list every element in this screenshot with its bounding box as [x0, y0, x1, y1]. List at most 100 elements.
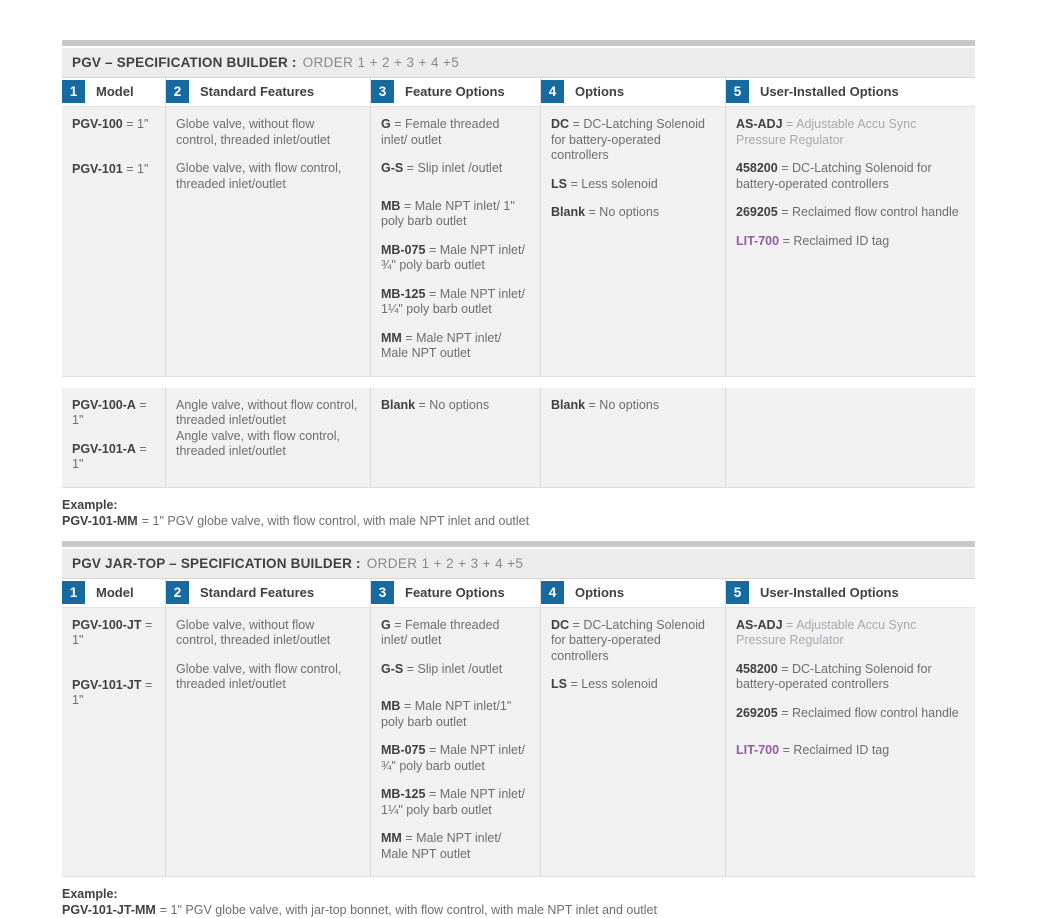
spec-entry: PGV-101-JT = 1": [72, 678, 153, 709]
table-cell: Blank = No options: [370, 388, 540, 487]
column-header-user-installed-options: 5 User-Installed Options: [725, 78, 975, 106]
spec-description: Angle valve, with flow control, threaded…: [176, 429, 340, 459]
example-line: PGV-101-MM= 1" PGV globe valve, with flo…: [62, 513, 975, 529]
spec-code: LS: [551, 677, 567, 691]
table-row-group: PGV-100-A = 1"PGV-101-A = 1" Angle valve,…: [62, 388, 975, 488]
spec-code: MB-075: [381, 243, 425, 257]
spec-entry: G-S = Slip inlet /outlet: [381, 662, 528, 678]
spec-code: Blank: [551, 205, 585, 219]
spec-entry: MB-075 = Male NPT inlet/ ¾" poly barb ou…: [381, 743, 528, 774]
spec-code: MM: [381, 331, 402, 345]
spec-entry: LIT-700 = Reclaimed ID tag: [736, 234, 963, 250]
spec-entry: Blank = No options: [551, 398, 713, 414]
table-cell: Globe valve, without flow control, threa…: [165, 608, 370, 877]
spec-description: = 1": [126, 117, 148, 131]
column-number-badge: 4: [541, 581, 564, 604]
table-cell: Angle valve, without flow control, threa…: [165, 388, 370, 487]
column-header-options: 4 Options: [540, 579, 725, 607]
spec-code: PGV-101-A: [72, 442, 136, 456]
spec-description: = Slip inlet /outlet: [407, 161, 503, 175]
spec-entry: MB = Male NPT inlet/ 1" poly barb outlet: [381, 199, 528, 230]
spec-entry: 458200 = DC-Latching Solenoid for batter…: [736, 161, 963, 192]
spec-code: Blank: [381, 398, 415, 412]
spec-description: = Reclaimed flow control handle: [781, 205, 959, 219]
column-number-badge: 1: [62, 581, 85, 604]
spec-code: PGV-100-A: [72, 398, 136, 412]
column-number-badge: 4: [541, 80, 564, 103]
spec-entry: Angle valve, with flow control, threaded…: [176, 429, 358, 460]
column-header-label: Options: [575, 84, 624, 99]
spec-description: = Female threaded inlet/ outlet: [381, 117, 500, 147]
spec-description: = No options: [589, 398, 660, 412]
spec-entry: PGV-100-JT = 1": [72, 618, 153, 649]
spec-code: MB-075: [381, 743, 425, 757]
spec-code: Blank: [551, 398, 585, 412]
spec-entry: Blank = No options: [381, 398, 528, 414]
spec-code: G-S: [381, 161, 403, 175]
table-cell: PGV-100-A = 1"PGV-101-A = 1": [62, 388, 165, 487]
column-number-badge: 3: [371, 80, 394, 103]
spec-entry: MB-125 = Male NPT inlet/ 1¼" poly barb o…: [381, 787, 528, 818]
spec-entry: LS = Less solenoid: [551, 177, 713, 193]
spec-entry: PGV-101-A = 1": [72, 442, 153, 473]
example-description: = 1" PGV globe valve, with jar-top bonne…: [160, 903, 657, 917]
spec-code: MB: [381, 199, 400, 213]
table-row-group: PGV-100 = 1"PGV-101 = 1"Globe valve, wit…: [62, 107, 975, 377]
spec-code: 269205: [736, 205, 778, 219]
table-cell: DC = DC-Latching Solenoid for battery-op…: [540, 608, 725, 877]
spec-entry: G = Female threaded inlet/ outlet: [381, 618, 528, 649]
example-model-code: PGV-101-MM: [62, 514, 138, 528]
table-cell: AS-ADJ = Adjustable Accu Sync Pressure R…: [725, 608, 975, 877]
spec-entry: PGV-101 = 1": [72, 162, 153, 178]
spec-description: = Reclaimed flow control handle: [781, 706, 959, 720]
spec-description: = DC-Latching Solenoid for battery-opera…: [551, 117, 705, 162]
spec-entry: Angle valve, without flow control, threa…: [176, 398, 358, 429]
column-header-label: Options: [575, 585, 624, 600]
spec-code: LIT-700: [736, 234, 779, 248]
section-divider-bar: [62, 541, 975, 547]
spec-code: LS: [551, 177, 567, 191]
spec-description: = Less solenoid: [570, 177, 657, 191]
spec-builders-container: PGV – SPECIFICATION BUILDER :ORDER 1 + 2…: [62, 40, 975, 918]
spec-code: PGV-101: [72, 162, 123, 176]
spec-description: Globe valve, with flow control, threaded…: [176, 161, 341, 191]
spec-description: = 1": [126, 162, 148, 176]
column-header-feature-options: 3 Feature Options: [370, 78, 540, 106]
spec-entry: Globe valve, with flow control, threaded…: [176, 161, 358, 192]
column-header-label: Model: [96, 84, 134, 99]
spec-entry: 269205 = Reclaimed flow control handle: [736, 706, 963, 722]
spec-code: 458200: [736, 662, 778, 676]
spec-entry: MB = Male NPT inlet/1" poly barb outlet: [381, 699, 528, 730]
spec-description: = Female threaded inlet/ outlet: [381, 618, 500, 648]
spec-entry: MB-125 = Male NPT inlet/ 1¼" poly barb o…: [381, 287, 528, 318]
spec-entry: Globe valve, with flow control, threaded…: [176, 662, 358, 693]
example-block: Example:PGV-101-JT-MM= 1" PGV globe valv…: [62, 886, 975, 918]
spec-code: AS-ADJ: [736, 117, 783, 131]
section-title-bar: PGV JAR-TOP – SPECIFICATION BUILDER :ORD…: [62, 549, 975, 579]
column-number-badge: 5: [726, 80, 749, 103]
spec-entry: Blank = No options: [551, 205, 713, 221]
table-cell: PGV-100 = 1"PGV-101 = 1": [62, 107, 165, 376]
spec-entry: G = Female threaded inlet/ outlet: [381, 117, 528, 148]
spec-code: MB: [381, 699, 400, 713]
column-number-badge: 2: [166, 581, 189, 604]
column-number-badge: 5: [726, 581, 749, 604]
spec-description: = Reclaimed ID tag: [783, 234, 890, 248]
spec-entry: Globe valve, without flow control, threa…: [176, 618, 358, 649]
spec-description: Globe valve, without flow control, threa…: [176, 618, 330, 648]
column-number-badge: 3: [371, 581, 394, 604]
table-cell: [725, 388, 975, 487]
table-cell: Globe valve, without flow control, threa…: [165, 107, 370, 376]
spec-code: PGV-100: [72, 117, 123, 131]
column-header-label: Feature Options: [405, 84, 505, 99]
spec-code: PGV-101-JT: [72, 678, 141, 692]
section-title-bar: PGV – SPECIFICATION BUILDER :ORDER 1 + 2…: [62, 48, 975, 78]
column-header-label: User-Installed Options: [760, 84, 899, 99]
spec-builder-section: PGV JAR-TOP – SPECIFICATION BUILDER :ORD…: [62, 541, 975, 918]
